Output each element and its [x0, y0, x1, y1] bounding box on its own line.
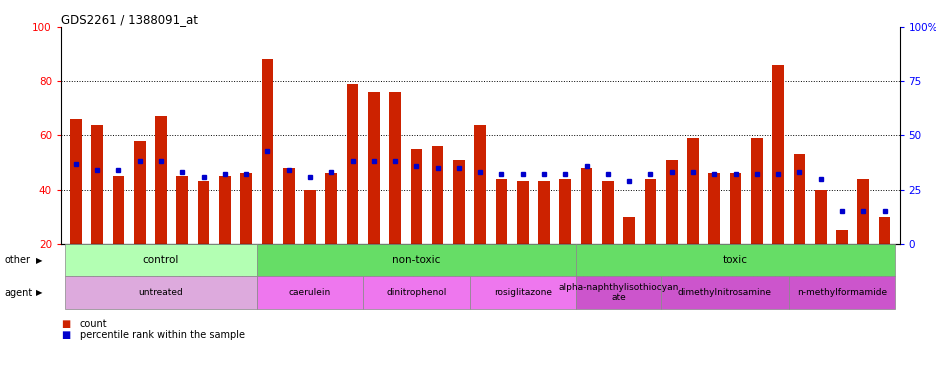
Bar — [729, 173, 740, 298]
Text: n-methylformamide: n-methylformamide — [797, 288, 886, 297]
Text: agent: agent — [5, 288, 33, 298]
Bar — [431, 146, 443, 298]
Bar — [346, 84, 358, 298]
Text: rosiglitazone: rosiglitazone — [493, 288, 551, 297]
Bar — [453, 160, 464, 298]
Bar — [878, 217, 889, 298]
Text: percentile rank within the sample: percentile rank within the sample — [80, 330, 244, 340]
Bar — [708, 173, 720, 298]
Bar — [559, 179, 571, 298]
Bar — [517, 182, 528, 298]
Bar — [814, 190, 826, 298]
Text: toxic: toxic — [723, 255, 747, 265]
Bar — [197, 182, 209, 298]
Bar — [240, 173, 252, 298]
Text: control: control — [142, 255, 179, 265]
Text: ▶: ▶ — [36, 256, 42, 265]
Text: ▶: ▶ — [36, 288, 42, 297]
Text: GDS2261 / 1388091_at: GDS2261 / 1388091_at — [61, 13, 197, 26]
Bar — [176, 176, 188, 298]
Bar — [410, 149, 422, 298]
Bar — [134, 141, 145, 298]
Text: ■: ■ — [61, 330, 70, 340]
Text: dinitrophenol: dinitrophenol — [386, 288, 446, 297]
Bar — [580, 168, 592, 298]
Bar — [155, 116, 167, 298]
Bar — [856, 179, 869, 298]
Bar — [665, 160, 677, 298]
Bar — [219, 176, 230, 298]
Bar — [261, 60, 273, 298]
Bar — [325, 173, 337, 298]
Bar — [91, 124, 103, 298]
Bar — [835, 230, 847, 298]
Bar — [70, 119, 81, 298]
Bar — [368, 92, 379, 298]
Bar — [644, 179, 655, 298]
Bar — [474, 124, 486, 298]
Bar — [495, 179, 506, 298]
Bar — [283, 168, 294, 298]
Text: other: other — [5, 255, 31, 265]
Bar — [622, 217, 635, 298]
Bar — [771, 65, 783, 298]
Text: ■: ■ — [61, 319, 70, 329]
Bar — [537, 182, 549, 298]
Text: non-toxic: non-toxic — [392, 255, 440, 265]
Text: dimethylnitrosamine: dimethylnitrosamine — [678, 288, 771, 297]
Bar — [112, 176, 124, 298]
Bar — [602, 182, 613, 298]
Text: alpha-naphthylisothiocyan
ate: alpha-naphthylisothiocyan ate — [558, 283, 678, 303]
Bar — [793, 154, 804, 298]
Bar — [304, 190, 315, 298]
Bar — [751, 138, 762, 298]
Bar — [686, 138, 698, 298]
Text: caerulein: caerulein — [288, 288, 330, 297]
Bar — [388, 92, 401, 298]
Text: count: count — [80, 319, 107, 329]
Text: untreated: untreated — [139, 288, 183, 297]
